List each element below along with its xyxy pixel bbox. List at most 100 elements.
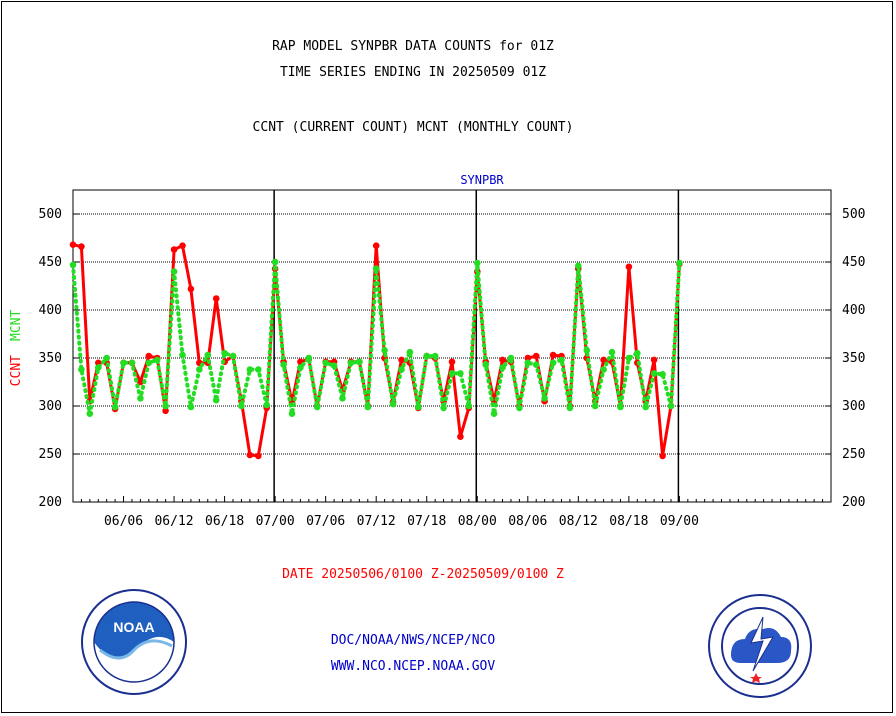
data-point-mcnt-6 bbox=[120, 359, 127, 367]
ytick-label-right-400: 400 bbox=[842, 303, 865, 318]
xtick-label-08-00: 08/00 bbox=[458, 514, 497, 529]
data-point-mcnt-58 bbox=[558, 356, 565, 364]
data-point-mcnt-67 bbox=[634, 349, 641, 357]
data-point-mcnt-36 bbox=[372, 265, 380, 273]
data-point-mcnt-71 bbox=[667, 402, 675, 410]
data-point-mcnt-14 bbox=[187, 403, 195, 411]
data-point-ccnt-22 bbox=[254, 452, 262, 460]
xtick-label-07-00: 07/00 bbox=[256, 514, 295, 529]
chart-title-line2: TIME SERIES ENDING IN 20250509 01Z bbox=[279, 65, 547, 80]
xtick-label-07-18: 07/18 bbox=[407, 514, 446, 529]
data-point-mcnt-23 bbox=[263, 401, 271, 409]
data-point-mcnt-20 bbox=[238, 402, 245, 410]
data-point-mcnt-56 bbox=[541, 395, 548, 402]
data-point-mcnt-37 bbox=[381, 347, 388, 354]
data-point-mcnt-2 bbox=[86, 410, 94, 418]
data-point-mcnt-9 bbox=[145, 359, 153, 367]
y-axis-label-mcnt: MCNT bbox=[9, 310, 24, 341]
plot-area-frame bbox=[72, 189, 832, 503]
data-point-mcnt-66 bbox=[625, 354, 633, 362]
data-point-ccnt-8 bbox=[137, 378, 144, 386]
data-point-mcnt-45 bbox=[448, 370, 456, 377]
data-point-mcnt-68 bbox=[642, 403, 649, 411]
data-point-ccnt-14 bbox=[187, 285, 195, 293]
data-point-mcnt-5 bbox=[111, 403, 119, 411]
data-point-mcnt-39 bbox=[398, 366, 405, 373]
data-point-mcnt-50 bbox=[490, 410, 498, 418]
xtick-label-06-18: 06/18 bbox=[205, 514, 244, 529]
data-point-ccnt-0 bbox=[69, 241, 77, 248]
data-point-mcnt-13 bbox=[179, 351, 186, 359]
ytick-label-left-350: 350 bbox=[39, 351, 62, 366]
data-point-mcnt-30 bbox=[322, 359, 330, 367]
y-axis-label-ccnt: CCNT bbox=[9, 355, 24, 386]
xtick-label-06-12: 06/12 bbox=[154, 514, 193, 529]
data-point-mcnt-29 bbox=[313, 403, 321, 411]
data-point-mcnt-12 bbox=[170, 268, 178, 275]
data-point-ccnt-13 bbox=[179, 242, 186, 249]
xtick-label-08-18: 08/18 bbox=[609, 514, 648, 529]
data-point-ccnt-21 bbox=[246, 451, 254, 459]
data-point-mcnt-24 bbox=[271, 258, 279, 266]
data-point-ccnt-12 bbox=[170, 246, 178, 253]
ytick-label-right-250: 250 bbox=[842, 447, 865, 462]
data-point-ccnt-66 bbox=[625, 263, 633, 271]
data-point-mcnt-3 bbox=[95, 364, 102, 371]
data-point-mcnt-64 bbox=[608, 348, 616, 356]
footer-website[interactable]: WWW.NCO.NCEP.NOAA.GOV bbox=[330, 659, 496, 674]
data-point-ccnt-69 bbox=[650, 356, 658, 364]
nws-logo bbox=[708, 594, 812, 698]
data-point-mcnt-25 bbox=[280, 361, 287, 369]
data-point-mcnt-38 bbox=[389, 400, 397, 408]
data-point-mcnt-42 bbox=[423, 352, 431, 360]
ytick-label-left-250: 250 bbox=[39, 447, 62, 462]
data-point-ccnt-63 bbox=[600, 356, 607, 364]
data-point-mcnt-46 bbox=[457, 370, 464, 377]
data-point-mcnt-69 bbox=[650, 370, 658, 377]
data-point-mcnt-28 bbox=[305, 354, 313, 362]
data-point-mcnt-61 bbox=[583, 347, 591, 354]
data-point-mcnt-21 bbox=[246, 366, 254, 373]
data-point-mcnt-63 bbox=[600, 366, 607, 373]
ytick-label-left-400: 400 bbox=[39, 303, 62, 318]
data-point-mcnt-10 bbox=[153, 356, 161, 364]
ytick-label-right-500: 500 bbox=[842, 207, 865, 222]
data-point-ccnt-11 bbox=[162, 407, 169, 415]
data-point-ccnt-51 bbox=[499, 356, 506, 364]
series-line-mcnt bbox=[71, 260, 682, 416]
xtick-label-09-00: 09/00 bbox=[660, 514, 699, 529]
data-point-mcnt-32 bbox=[339, 395, 346, 402]
data-point-mcnt-27 bbox=[297, 364, 304, 371]
data-point-mcnt-18 bbox=[221, 349, 228, 357]
x-axis-label: DATE 20250506/0100 Z-20250509/0100 Z bbox=[282, 567, 564, 582]
data-point-mcnt-59 bbox=[566, 404, 574, 412]
y-axis-label: CCNT MCNT bbox=[9, 310, 24, 387]
data-point-mcnt-15 bbox=[196, 366, 203, 373]
data-point-mcnt-44 bbox=[440, 404, 447, 412]
xtick-label-06-06: 06/06 bbox=[104, 514, 143, 529]
data-point-mcnt-53 bbox=[516, 404, 523, 412]
data-point-mcnt-60 bbox=[575, 262, 582, 270]
data-point-mcnt-55 bbox=[532, 361, 540, 369]
data-point-mcnt-47 bbox=[465, 402, 473, 410]
data-point-mcnt-48 bbox=[474, 259, 481, 267]
footer-org[interactable]: DOC/NOAA/NWS/NCEP/NCO bbox=[330, 633, 496, 648]
data-point-mcnt-1 bbox=[78, 366, 85, 373]
data-point-ccnt-70 bbox=[659, 452, 666, 460]
xtick-label-07-06: 07/06 bbox=[306, 514, 345, 529]
data-point-mcnt-35 bbox=[364, 403, 372, 411]
data-point-mcnt-17 bbox=[212, 396, 220, 404]
chart-title-line3: CCNT (CURRENT COUNT) MCNT (MONTHLY COUNT… bbox=[252, 120, 574, 135]
data-point-mcnt-49 bbox=[482, 361, 490, 369]
data-point-mcnt-19 bbox=[229, 352, 237, 360]
data-point-mcnt-4 bbox=[103, 354, 110, 362]
data-point-mcnt-7 bbox=[128, 359, 136, 367]
data-point-mcnt-51 bbox=[499, 364, 506, 371]
xtick-label-08-12: 08/12 bbox=[559, 514, 598, 529]
data-point-ccnt-54 bbox=[524, 354, 532, 362]
data-point-mcnt-22 bbox=[254, 366, 262, 373]
xtick-label-07-12: 07/12 bbox=[357, 514, 396, 529]
data-point-mcnt-34 bbox=[356, 358, 363, 366]
ytick-label-left-200: 200 bbox=[39, 495, 62, 510]
